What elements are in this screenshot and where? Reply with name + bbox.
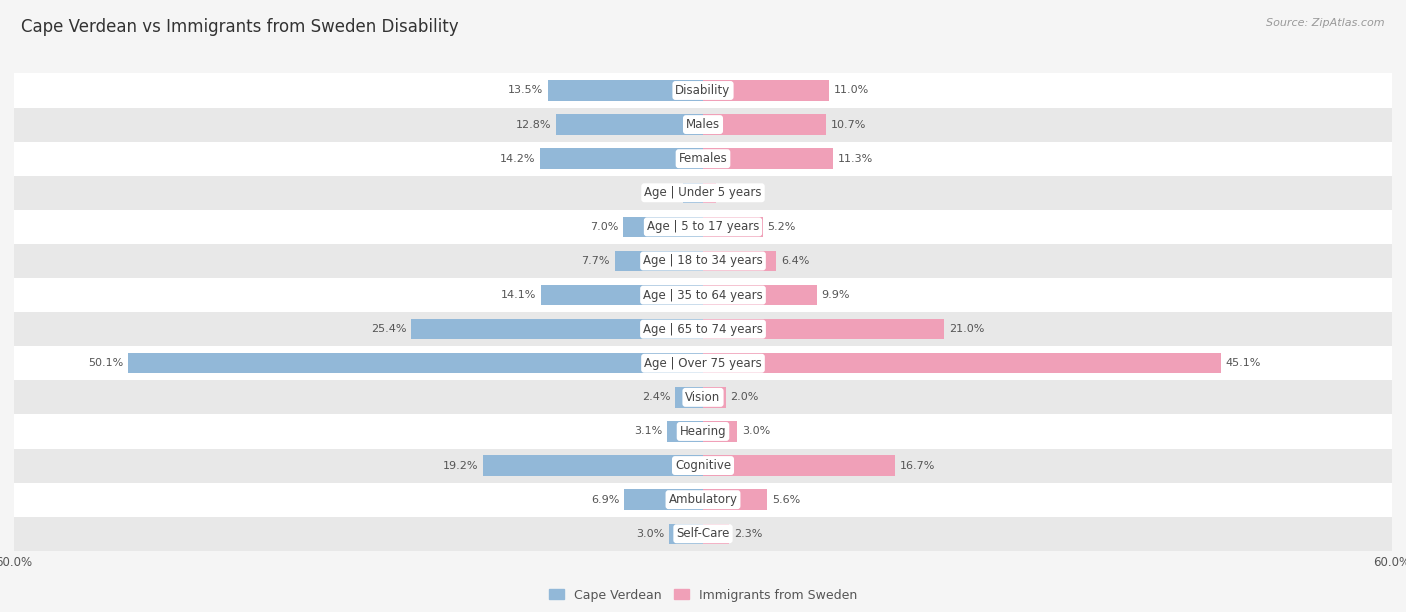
Text: Cape Verdean vs Immigrants from Sweden Disability: Cape Verdean vs Immigrants from Sweden D… [21, 18, 458, 36]
Bar [703, 251, 776, 271]
Text: 7.0%: 7.0% [589, 222, 619, 232]
Text: 12.8%: 12.8% [516, 119, 551, 130]
Text: Source: ZipAtlas.com: Source: ZipAtlas.com [1267, 18, 1385, 28]
Text: 10.7%: 10.7% [831, 119, 866, 130]
Text: Females: Females [679, 152, 727, 165]
Bar [703, 217, 762, 237]
Text: 3.1%: 3.1% [634, 427, 662, 436]
Text: Age | 65 to 74 years: Age | 65 to 74 years [643, 323, 763, 335]
Text: Disability: Disability [675, 84, 731, 97]
Text: Age | Under 5 years: Age | Under 5 years [644, 186, 762, 200]
Legend: Cape Verdean, Immigrants from Sweden: Cape Verdean, Immigrants from Sweden [544, 584, 862, 606]
Bar [548, 80, 703, 101]
Bar [703, 387, 725, 408]
Bar [703, 319, 945, 340]
Bar [703, 149, 832, 169]
Text: Age | 35 to 64 years: Age | 35 to 64 years [643, 289, 763, 302]
Bar [614, 251, 703, 271]
Bar [14, 108, 1392, 141]
Text: 1.1%: 1.1% [720, 188, 748, 198]
Text: Ambulatory: Ambulatory [668, 493, 738, 506]
Text: Age | Over 75 years: Age | Over 75 years [644, 357, 762, 370]
Bar [703, 455, 894, 476]
Bar [482, 455, 703, 476]
Text: Self-Care: Self-Care [676, 528, 730, 540]
Text: 5.6%: 5.6% [772, 494, 800, 505]
Bar [669, 523, 703, 544]
Bar [14, 312, 1392, 346]
Bar [623, 217, 703, 237]
Bar [624, 490, 703, 510]
Bar [703, 114, 825, 135]
Bar [14, 176, 1392, 210]
Text: 6.4%: 6.4% [782, 256, 810, 266]
Bar [555, 114, 703, 135]
Text: 45.1%: 45.1% [1226, 358, 1261, 368]
Bar [14, 210, 1392, 244]
Text: 2.4%: 2.4% [643, 392, 671, 402]
Text: Age | 18 to 34 years: Age | 18 to 34 years [643, 255, 763, 267]
Text: 5.2%: 5.2% [768, 222, 796, 232]
Text: 1.7%: 1.7% [651, 188, 679, 198]
Text: 19.2%: 19.2% [443, 461, 478, 471]
Text: 25.4%: 25.4% [371, 324, 406, 334]
Bar [703, 421, 738, 442]
Text: 16.7%: 16.7% [900, 461, 935, 471]
Bar [683, 182, 703, 203]
Bar [668, 421, 703, 442]
Bar [14, 141, 1392, 176]
Text: 11.0%: 11.0% [834, 86, 869, 95]
Text: 50.1%: 50.1% [89, 358, 124, 368]
Bar [412, 319, 703, 340]
Text: 9.9%: 9.9% [821, 290, 849, 300]
Bar [14, 380, 1392, 414]
Text: Age | 5 to 17 years: Age | 5 to 17 years [647, 220, 759, 233]
Text: 3.0%: 3.0% [636, 529, 664, 539]
Text: 11.3%: 11.3% [838, 154, 873, 163]
Bar [703, 523, 730, 544]
Text: 7.7%: 7.7% [582, 256, 610, 266]
Bar [14, 517, 1392, 551]
Bar [540, 149, 703, 169]
Bar [128, 353, 703, 373]
Text: Males: Males [686, 118, 720, 131]
Text: 2.0%: 2.0% [731, 392, 759, 402]
Text: 21.0%: 21.0% [949, 324, 984, 334]
Bar [703, 80, 830, 101]
Bar [14, 278, 1392, 312]
Text: 13.5%: 13.5% [508, 86, 543, 95]
Bar [703, 182, 716, 203]
Text: 3.0%: 3.0% [742, 427, 770, 436]
Text: Cognitive: Cognitive [675, 459, 731, 472]
Text: 2.3%: 2.3% [734, 529, 762, 539]
Text: 14.2%: 14.2% [501, 154, 536, 163]
Text: Vision: Vision [685, 391, 721, 404]
Text: 14.1%: 14.1% [501, 290, 537, 300]
Text: 6.9%: 6.9% [591, 494, 619, 505]
Bar [14, 346, 1392, 380]
Bar [675, 387, 703, 408]
Bar [14, 414, 1392, 449]
Bar [703, 353, 1220, 373]
Bar [14, 73, 1392, 108]
Bar [703, 285, 817, 305]
Bar [703, 490, 768, 510]
Bar [541, 285, 703, 305]
Bar [14, 244, 1392, 278]
Bar [14, 483, 1392, 517]
Text: Hearing: Hearing [679, 425, 727, 438]
Bar [14, 449, 1392, 483]
